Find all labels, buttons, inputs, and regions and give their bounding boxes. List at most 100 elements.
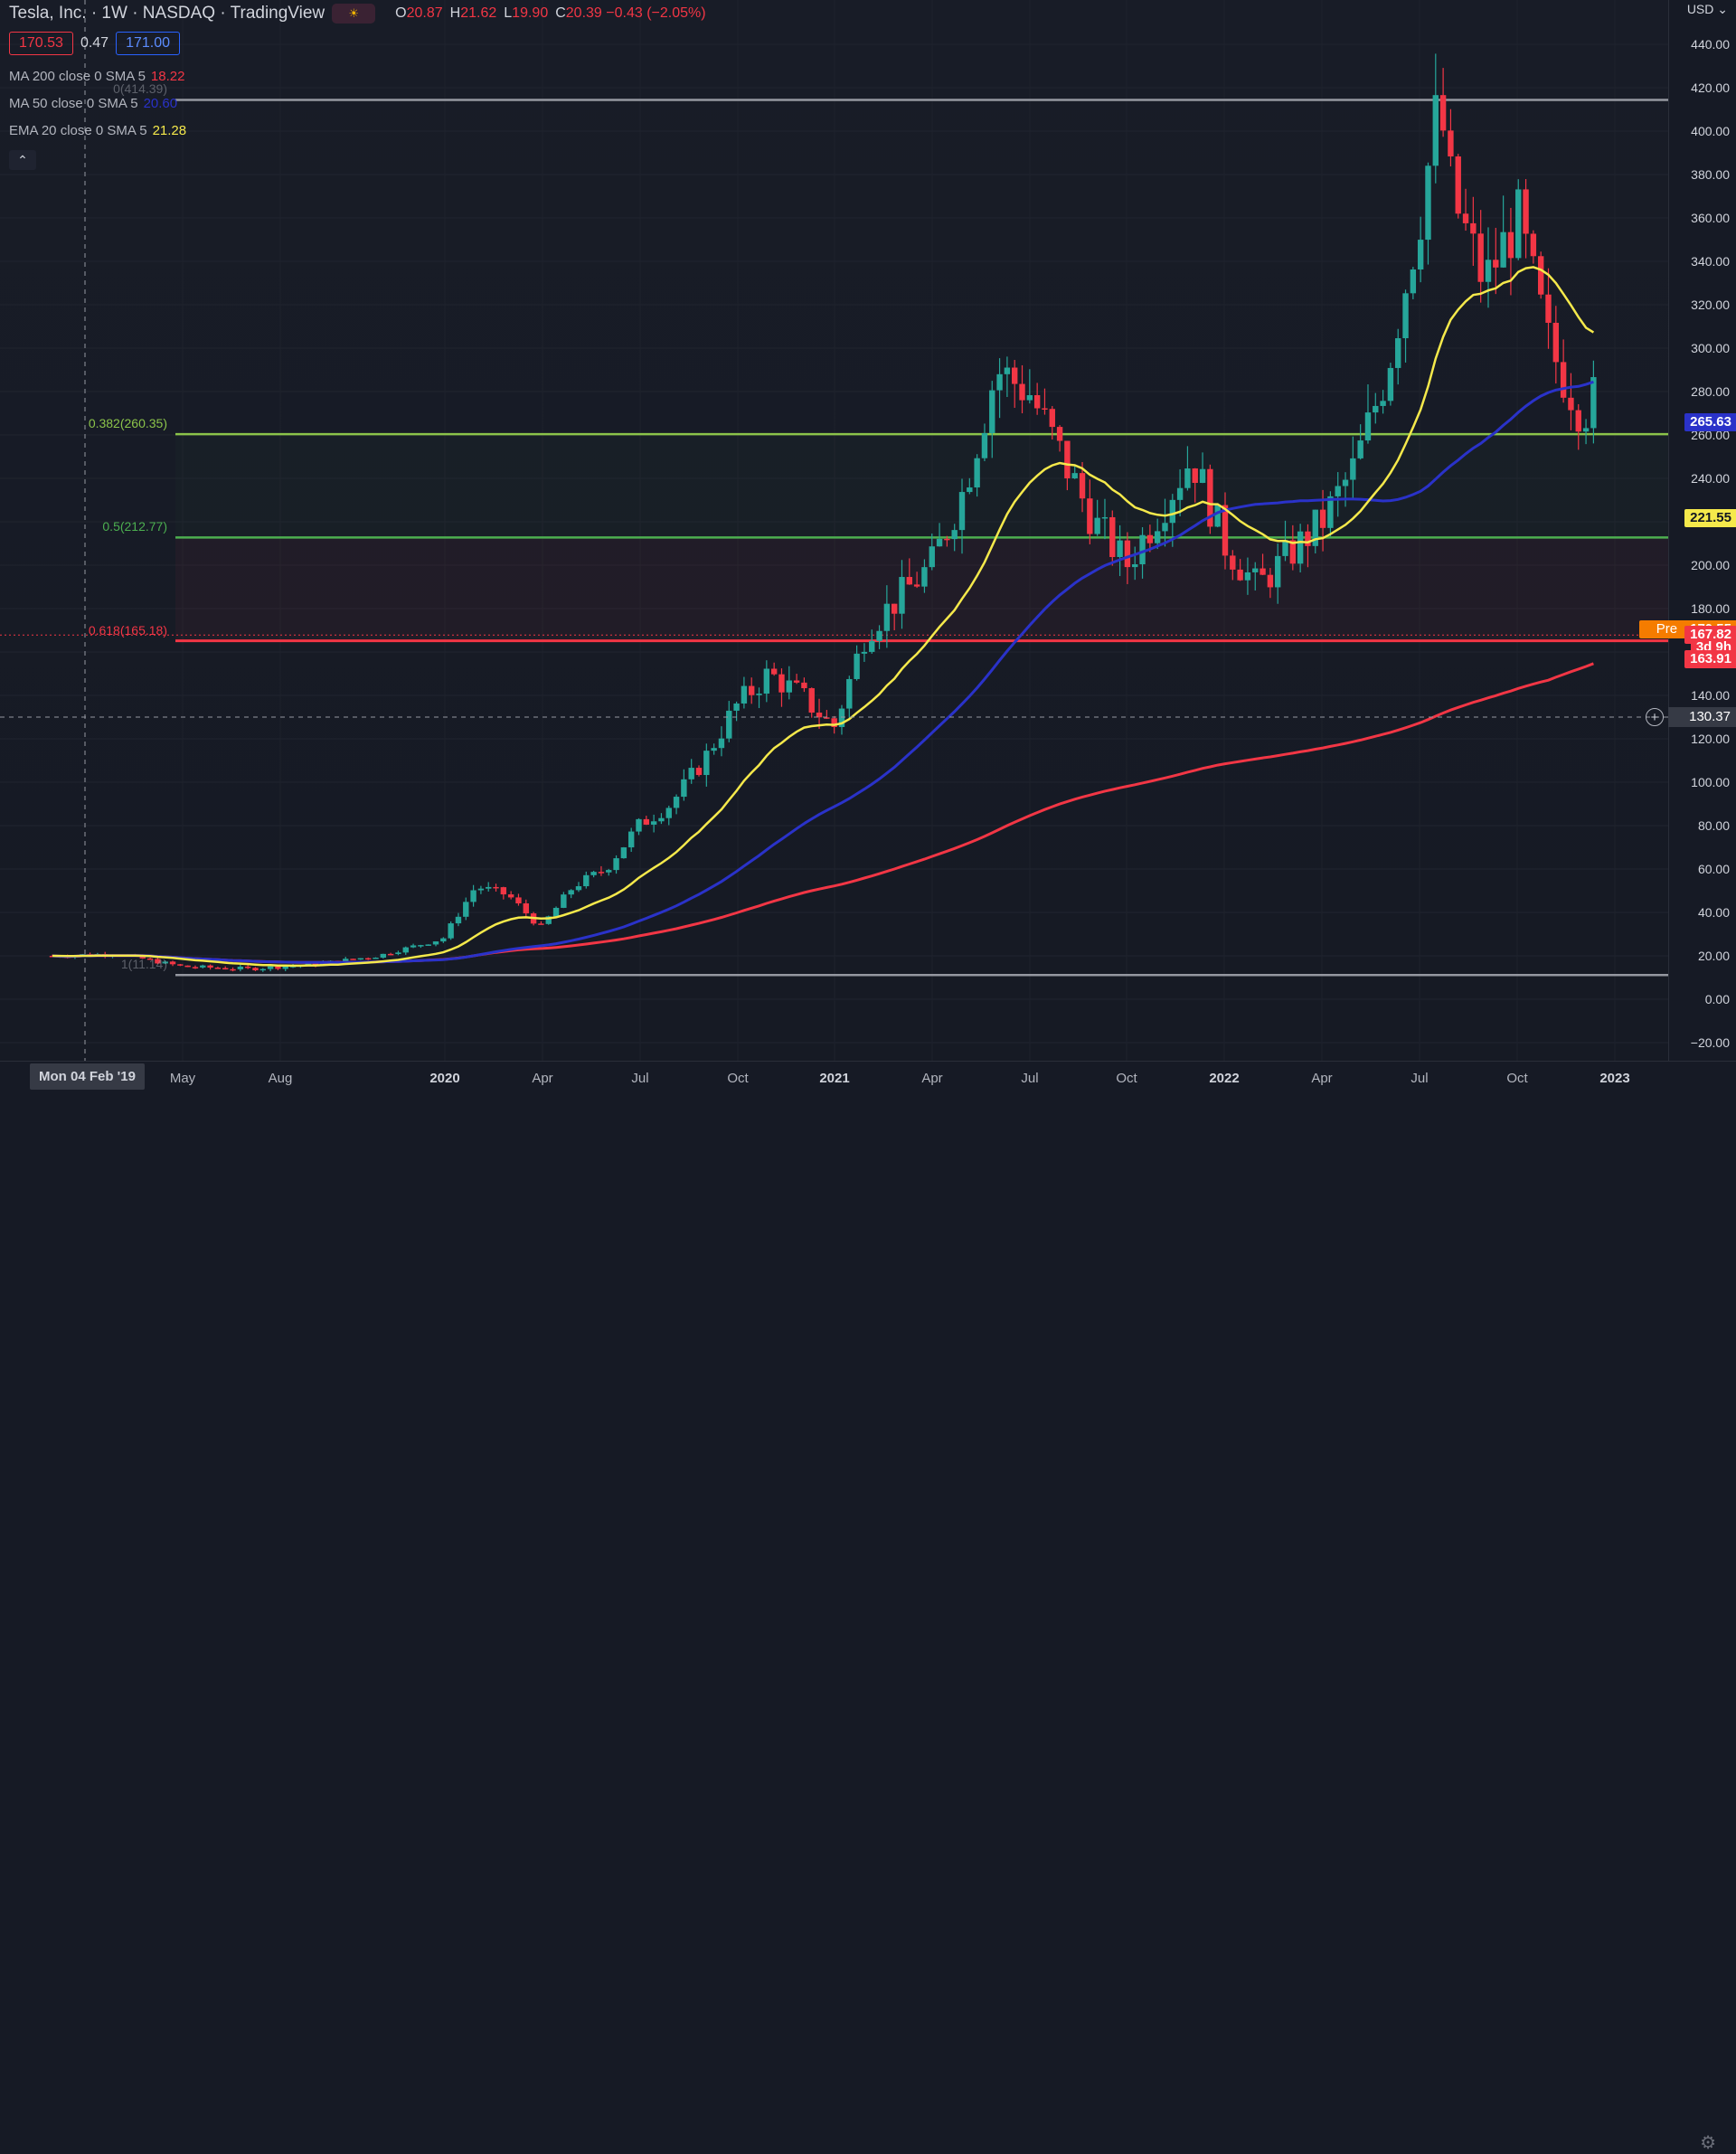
candle-body xyxy=(1432,95,1439,166)
time-axis-label: 2022 xyxy=(1209,1071,1240,1086)
candle-body xyxy=(162,961,168,964)
price-tick-label: 380.00 xyxy=(1691,167,1730,182)
price-label-value: 265.63 xyxy=(1690,414,1731,430)
candle-body xyxy=(606,870,612,873)
candle-body xyxy=(1192,468,1198,483)
candle-body xyxy=(801,682,807,689)
candle-body xyxy=(703,751,710,776)
candle-body xyxy=(913,584,920,587)
candle-body xyxy=(665,808,672,818)
candle-body xyxy=(146,958,154,960)
indicator-legend-item[interactable]: EMA 20 close 0 SMA 5 21.28 xyxy=(9,123,186,138)
price-tick-label: 400.00 xyxy=(1691,124,1730,138)
price-chart[interactable] xyxy=(0,0,1668,1061)
candle-body xyxy=(974,458,980,488)
candle-body xyxy=(561,894,567,908)
price-tick-label: 140.00 xyxy=(1691,688,1730,703)
crosshair-price-label: 130.37 xyxy=(1668,707,1736,727)
candle-body xyxy=(1042,408,1048,410)
candle-body xyxy=(507,894,514,898)
candle-body xyxy=(350,959,356,960)
candle-body xyxy=(380,953,387,959)
candle-body xyxy=(1425,165,1431,241)
currency-selector[interactable]: USD ⌄ xyxy=(1686,2,1728,16)
price-tick-label: 80.00 xyxy=(1697,818,1730,833)
ohlc-key: C xyxy=(555,5,566,21)
candle-body xyxy=(1455,156,1461,214)
price-label: 265.63 xyxy=(1684,413,1736,432)
candle-body xyxy=(552,907,560,917)
time-axis-label: May xyxy=(169,1071,196,1086)
price-tick-label: 300.00 xyxy=(1691,341,1730,355)
indicator-legend-item[interactable]: MA 50 close 0 SMA 5 20.60 xyxy=(9,96,177,111)
price-tick-label: 60.00 xyxy=(1697,862,1730,876)
price-scale[interactable]: USD ⌄ 440.00 420.00 400.00 380.00 360.00 340.… xyxy=(1639,0,1736,1061)
candle-body xyxy=(1109,516,1116,558)
candle-body xyxy=(545,916,552,924)
candle-body xyxy=(1162,523,1168,532)
candle-body xyxy=(373,958,379,959)
candle-body xyxy=(643,818,650,825)
candle-body xyxy=(786,680,792,693)
price-tick-label: 440.00 xyxy=(1691,37,1730,52)
indicator-legend-item[interactable]: MA 200 close 0 SMA 5 18.22 xyxy=(9,69,184,84)
time-axis-label: 2020 xyxy=(429,1071,460,1086)
sun-icon: ☀ xyxy=(332,4,376,24)
candle-body xyxy=(1545,294,1552,323)
candle-body xyxy=(1056,427,1063,441)
candle-body xyxy=(357,958,364,960)
candle-body xyxy=(793,680,800,683)
candle-body xyxy=(1124,540,1131,568)
candle-body xyxy=(838,708,845,727)
candle-body xyxy=(1380,401,1386,406)
candle-body xyxy=(1523,189,1529,234)
candle-body xyxy=(237,966,244,969)
candle-body xyxy=(1154,531,1161,543)
sell-button[interactable]: 170.53 xyxy=(9,32,73,55)
candle-body xyxy=(1184,468,1191,488)
candle-body xyxy=(343,959,349,963)
candle-body xyxy=(267,966,274,969)
fib-level-label: 0.618(165.18) xyxy=(88,622,167,638)
candle-body xyxy=(568,890,574,895)
candle-body xyxy=(1207,468,1213,527)
time-scale[interactable]: May Aug 2020 Apr Jul Oct 2021 Apr Jul Oct 2022 Apr J… xyxy=(0,1061,1736,2153)
candle-body xyxy=(650,821,657,825)
candle-body xyxy=(470,890,476,902)
chevron-up-icon[interactable]: ⌃ xyxy=(9,150,36,170)
candle-body xyxy=(1169,499,1175,524)
candle-body xyxy=(824,717,830,719)
indicator-name: EMA 20 close 0 SMA 5 xyxy=(9,123,147,138)
candle-body xyxy=(184,965,191,968)
candle-body xyxy=(1448,130,1454,156)
chart-pane[interactable] xyxy=(0,0,1668,1061)
indicator-value: 18.22 xyxy=(150,69,185,84)
candle-body xyxy=(906,577,913,585)
buy-button[interactable]: 171.00 xyxy=(116,32,181,55)
candle-body xyxy=(673,797,680,808)
candle-body xyxy=(891,603,898,614)
time-axis-label: Oct xyxy=(727,1071,749,1086)
candle-body xyxy=(1395,338,1401,368)
candle-body xyxy=(1462,213,1469,223)
add-alert-plus-icon[interactable]: + xyxy=(1646,708,1664,726)
candle-body xyxy=(1530,233,1537,257)
candle-body xyxy=(410,945,417,948)
candle-body xyxy=(1033,394,1041,409)
candle-body xyxy=(1139,534,1146,565)
candle-body xyxy=(726,710,732,739)
symbol-title[interactable]: Tesla, Inc. · 1W · NASDAQ · TradingView xyxy=(9,4,326,23)
candle-body xyxy=(1364,412,1372,441)
candle-body xyxy=(259,968,266,971)
gear-icon[interactable]: ⚙ xyxy=(1700,2133,1716,2153)
candle-body xyxy=(718,738,725,749)
candle-body xyxy=(500,887,507,895)
price-label: 163.91 xyxy=(1684,649,1736,668)
candle-body xyxy=(861,651,868,654)
candle-body xyxy=(869,640,875,652)
candle-body xyxy=(854,653,860,679)
candle-body xyxy=(244,966,251,968)
candle-body xyxy=(177,964,184,966)
candle-body xyxy=(883,603,891,631)
fib-zone xyxy=(175,434,1668,537)
